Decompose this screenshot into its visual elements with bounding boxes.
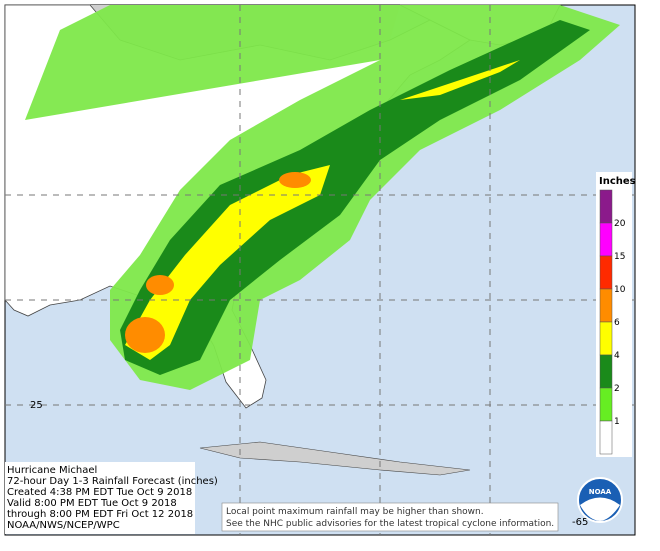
rain-4in <box>125 165 330 360</box>
legend-label: 10 <box>614 285 626 295</box>
legend-swatch <box>599 354 613 389</box>
legend-title: Inches <box>599 176 636 187</box>
rain-6in-nc <box>279 172 311 188</box>
legend-label: 6 <box>614 318 620 328</box>
legend-swatch <box>599 321 613 356</box>
legend-label: 20 <box>614 219 626 229</box>
noaa-logo-bird <box>580 497 620 521</box>
rain-6in <box>125 317 165 353</box>
info-line: through 8:00 PM EDT Fri Oct 12 2018 <box>7 509 193 520</box>
legend-label: 1 <box>614 417 620 427</box>
longitude-label: -65 <box>572 517 588 528</box>
info-line: Created 4:38 PM EDT Tue Oct 9 2018 <box>7 487 192 498</box>
legend-label: 2 <box>614 384 620 394</box>
legend-label: 15 <box>614 252 625 262</box>
rain-6in-panhandle <box>146 275 174 295</box>
disclaimer-line: Local point maximum rainfall may be high… <box>226 507 484 517</box>
legend-swatch <box>599 420 613 455</box>
info-line: Hurricane Michael <box>7 465 97 476</box>
legend-swatch <box>599 189 613 224</box>
rain-2in <box>120 20 590 375</box>
legend-label: 4 <box>614 351 620 361</box>
legend-swatch <box>599 222 613 257</box>
disclaimer-line: See the NHC public advisories for the la… <box>226 519 554 529</box>
graticule <box>5 5 635 535</box>
legend: Inches 20 15 10 6 4 2 1 <box>596 172 636 457</box>
legend-swatch <box>599 255 613 290</box>
legend-swatch <box>599 387 613 422</box>
info-line: NOAA/NWS/NCEP/WPC <box>7 520 120 531</box>
legend-swatch <box>599 288 613 323</box>
info-line: Valid 8:00 PM EDT Tue Oct 9 2018 <box>7 498 177 509</box>
latitude-label: 25 <box>30 400 43 411</box>
info-line: 72-hour Day 1-3 Rainfall Forecast (inche… <box>7 476 218 487</box>
disclaimer-box <box>221 502 559 532</box>
info-box <box>5 462 195 534</box>
cuba <box>199 441 471 476</box>
noaa-logo-text: NOAA <box>589 488 612 496</box>
disclaimer-text: Local point maximum rainfall may be high… <box>226 507 554 529</box>
